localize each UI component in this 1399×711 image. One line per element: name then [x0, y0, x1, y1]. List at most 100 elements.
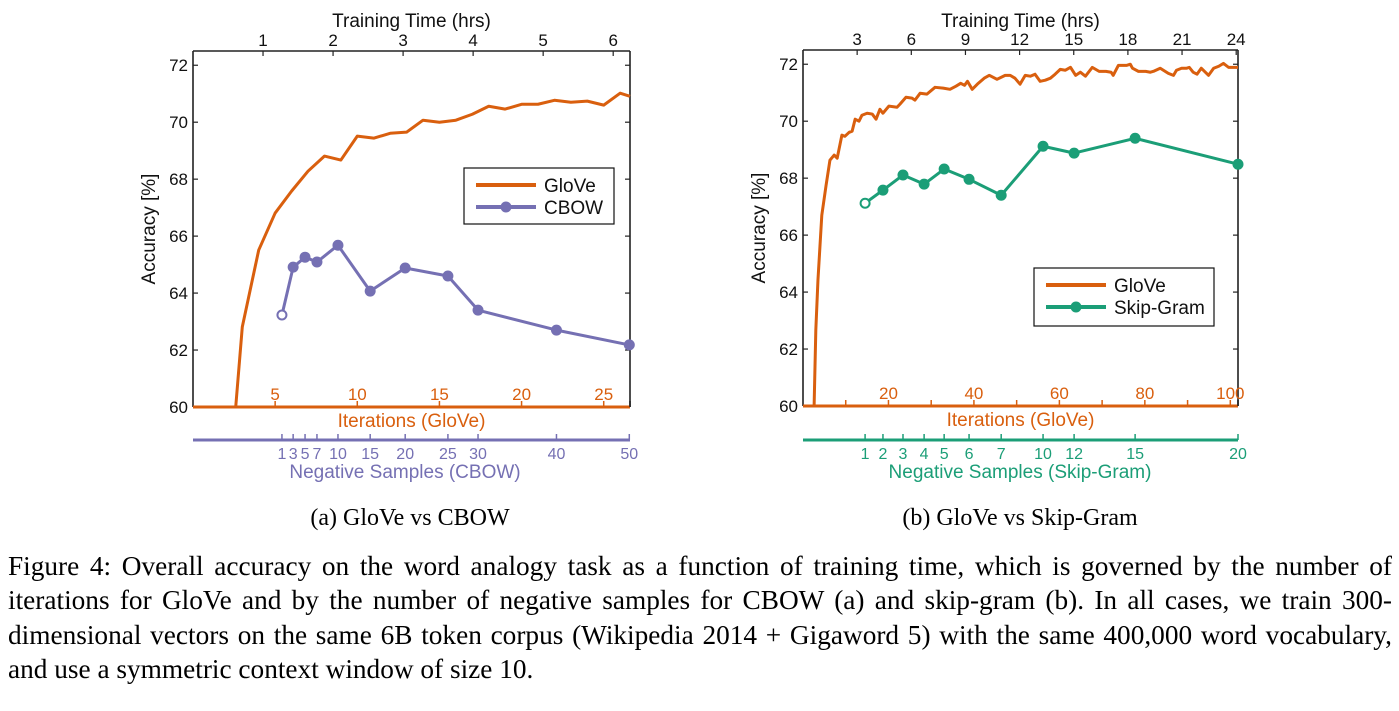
neg-tick-label: 5 [940, 446, 949, 463]
x-axis-negative-samples: 1 2 3 4 5 6 7 10 12 15 20 [803, 434, 1247, 463]
neg-tick-label: 15 [1126, 446, 1144, 463]
neg-tick-label: 1 [277, 446, 286, 463]
top-tick-label: 2 [328, 31, 337, 50]
subcaption-a: (a) GloVe vs CBOW [310, 505, 510, 531]
top-tick-label: 4 [468, 31, 477, 50]
top-tick-label: 6 [608, 31, 617, 50]
data-point-cbow [311, 256, 323, 268]
figure-caption: Figure 4: Overall accuracy on the word a… [8, 551, 1392, 685]
top-tick-label: 18 [1118, 30, 1137, 49]
legend-label: GloVe [1114, 276, 1166, 297]
subcaption-b: (b) GloVe vs Skip-Gram [902, 505, 1138, 531]
data-point-cbow [364, 285, 376, 297]
glove-tick-label: 80 [1135, 384, 1154, 403]
data-point-cbow [472, 304, 484, 316]
data-point-cbow [287, 261, 299, 273]
neg-tick-label: 15 [361, 446, 379, 463]
series-layer [234, 91, 635, 408]
data-point-cbow [299, 251, 311, 263]
neg-tick-label: 3 [289, 446, 298, 463]
y-axis-label: Accuracy [%] [749, 173, 770, 284]
top-axis-training-time: 3 6 9 12 15 18 21 24 [852, 30, 1246, 55]
data-point-skip-gram [897, 169, 909, 181]
neg-tick-label: 10 [1034, 446, 1052, 463]
neg-tick-label: 4 [920, 446, 929, 463]
data-point-cbow [623, 339, 635, 351]
glove-tick-label: 5 [270, 385, 279, 404]
neg-tick-label: 3 [899, 446, 908, 463]
glove-tick-label: 20 [879, 384, 898, 403]
top-tick-label: 9 [961, 30, 970, 49]
neg-tick-label: 40 [548, 446, 566, 463]
series-line-glove [234, 91, 631, 408]
neg-tick-label: 10 [329, 446, 347, 463]
y-tick-label: 70 [779, 112, 798, 131]
data-point-skip-gram [1068, 147, 1080, 159]
y-tick-label: 68 [779, 169, 798, 188]
y-tick-label: 60 [779, 397, 798, 416]
series-line-skip-gram [864, 136, 1239, 205]
top-tick-label: 15 [1064, 30, 1083, 49]
y-axis-accuracy: 60 62 64 66 68 70 72 [779, 55, 1238, 416]
top-tick-label: 3 [852, 30, 861, 49]
y-tick-label: 72 [779, 55, 798, 74]
negative-samples-axis-label: Negative Samples (CBOW) [289, 462, 520, 483]
neg-tick-label: 7 [997, 446, 1006, 463]
neg-tick-label: 1 [861, 446, 870, 463]
neg-tick-label: 50 [620, 446, 638, 463]
glove-tick-label: 100 [1216, 384, 1244, 403]
glove-axis-label: Iterations (GloVe) [338, 411, 486, 432]
data-point-cbow [442, 270, 454, 282]
legend-box [463, 167, 615, 225]
y-tick-label: 62 [779, 340, 798, 359]
legend-box [1033, 267, 1215, 327]
glove-tick-label: 25 [594, 385, 613, 404]
legend-marker [1070, 301, 1082, 313]
neg-tick-label: 7 [313, 446, 322, 463]
plot-frame [192, 50, 631, 407]
data-point-skip-gram [918, 178, 930, 190]
data-point-skip-gram [995, 189, 1007, 201]
top-tick-label: 5 [538, 31, 547, 50]
plot-frame [802, 49, 1239, 406]
neg-tick-label: 12 [1065, 446, 1083, 463]
y-tick-label: 60 [169, 398, 188, 417]
glove-tick-label: 15 [430, 385, 449, 404]
neg-tick-label: 2 [879, 446, 888, 463]
y-tick-label: 62 [169, 341, 188, 360]
neg-tick-label: 20 [396, 446, 414, 463]
data-point-cbow [550, 324, 562, 336]
data-point-skip-gram [1129, 132, 1141, 144]
glove-tick-label: 10 [348, 385, 367, 404]
top-axis-training-time: 1 2 3 4 5 6 [258, 31, 618, 56]
y-tick-label: 64 [169, 284, 188, 303]
series-layer [812, 61, 1244, 407]
data-point-skip-gram [859, 197, 871, 209]
series-line-cbow [280, 243, 630, 347]
x-axis-glove-iterations: 20 40 60 80 100 [803, 384, 1244, 408]
data-point-skip-gram [1232, 158, 1244, 170]
neg-tick-label: 30 [469, 446, 487, 463]
data-point-cbow [276, 309, 288, 321]
y-tick-label: 72 [169, 56, 188, 75]
glove-axis-label: Iterations (GloVe) [947, 410, 1095, 431]
y-tick-label: 66 [169, 227, 188, 246]
y-axis-label: Accuracy [%] [139, 174, 160, 285]
top-axis-label: Training Time (hrs) [941, 11, 1100, 32]
glove-tick-label: 40 [964, 384, 983, 403]
data-point-skip-gram [963, 173, 975, 185]
negative-samples-axis-label: Negative Samples (Skip-Gram) [889, 462, 1152, 483]
data-point-skip-gram [877, 184, 889, 196]
legend-label: GloVe [544, 176, 596, 197]
glove-tick-label: 60 [1050, 384, 1069, 403]
top-tick-label: 12 [1010, 30, 1029, 49]
top-tick-label: 21 [1173, 30, 1192, 49]
legend-label: CBOW [544, 198, 603, 219]
y-tick-label: 66 [779, 226, 798, 245]
x-axis-glove-iterations: 5 10 15 20 25 [193, 385, 631, 409]
neg-tick-label: 6 [965, 446, 974, 463]
neg-tick-label: 20 [1229, 446, 1247, 463]
